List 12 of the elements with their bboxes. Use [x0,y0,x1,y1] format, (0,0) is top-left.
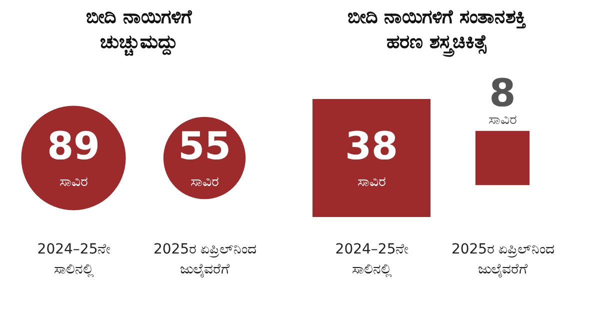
data-label: 89 [47,124,100,168]
category-label: 2024–25ನೇ ಸಾಲಿನಲ್ಲಿ [37,242,111,278]
text: ಬೀದಿ ನಾಯಿಗಳಿಗೆ ಸಂತಾನಶಕ್ತಿ ಹರಣ ಶಸ್ತ್ರಚಿಕಿತ್ಸೆ [347,6,527,58]
text: ಸಾವಿರ [358,174,386,190]
text: ಸಾವಿರ [60,174,88,190]
category-label: 2024–25ನೇ ಸಾಲಿನಲ್ಲಿ [335,242,409,278]
text: ಸಾವಿರ [190,174,218,190]
text: ಬೀದಿ ನಾಯಿಗಳಿಗೆ ಚುಚ್ಚುಮದ್ದು [86,6,193,57]
category-label: 2025ರ ಏಪ್ರಿಲ್‌ನಿಂದ ಜುಲೈವರೆಗೆ [153,242,257,278]
data-label: 55 [178,124,231,168]
category-label: 2025ರ ಏಪ್ರಿಲ್‌ನಿಂದ ಜುಲೈವರೆಗೆ [451,242,555,278]
data-label: 38 [345,124,398,168]
